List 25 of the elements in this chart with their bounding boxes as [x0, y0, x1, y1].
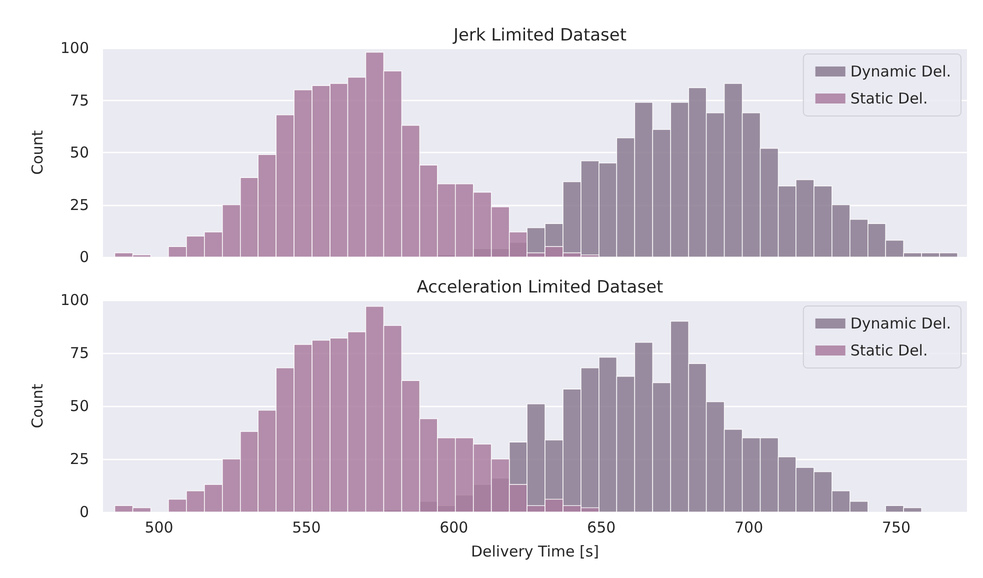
y-tick-label: 100 [60, 291, 89, 309]
y-tick-label: 25 [70, 450, 89, 468]
y-tick-label: 0 [79, 503, 89, 521]
legend-label: Static Del. [850, 342, 928, 360]
y-tick-label: 50 [70, 144, 89, 162]
x-tick-label: 550 [292, 518, 321, 536]
y-tick-label: 75 [70, 91, 89, 110]
y-axis-title: Count [28, 384, 46, 428]
y-tick-label: 100 [60, 39, 89, 57]
x-axis-title: Delivery Time [s] [470, 542, 600, 560]
y-tick-label: 75 [70, 344, 89, 362]
legend-label: Static Del. [850, 90, 928, 108]
x-tick-label: 600 [440, 518, 468, 536]
y-axis-title: Count [28, 130, 46, 175]
chart-title: Jerk Limited Dataset [452, 26, 627, 46]
x-tick-label: 750 [882, 518, 911, 536]
y-tick-label: 0 [79, 248, 89, 266]
y-tick-label: 25 [70, 196, 89, 214]
y-tick-label: 50 [70, 397, 89, 415]
legend-label: Dynamic Del. [850, 314, 952, 332]
chart-title: Acceleration Limited Dataset [416, 278, 664, 298]
legend-label: Dynamic Del. [850, 62, 952, 80]
x-tick-label: 700 [734, 518, 764, 536]
x-tick-label: 650 [587, 518, 616, 536]
x-tick-label: 500 [144, 518, 174, 536]
